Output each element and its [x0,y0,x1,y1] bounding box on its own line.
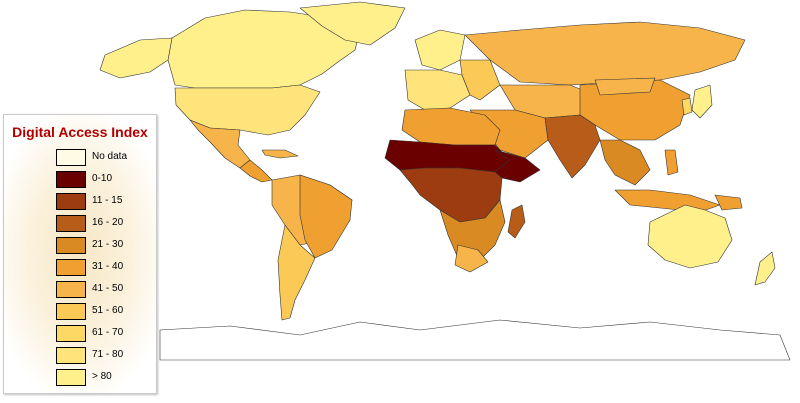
legend-swatch [56,281,86,298]
legend-swatch [56,237,86,254]
legend-item-label: 31 - 40 [92,261,124,272]
region-philippines [664,149,679,176]
legend-item: 16 - 20 [56,215,156,232]
region-south-america-south [277,224,316,321]
legend-item-label: 71 - 80 [92,349,124,360]
legend-swatch [56,303,86,320]
legend-swatch [56,369,86,386]
region-japan [691,84,713,119]
legend-item: 71 - 80 [56,347,156,364]
region-caribbean [261,149,299,159]
region-sahel [384,139,511,173]
legend-item: 11 - 15 [56,193,156,210]
region-alaska [99,37,173,79]
region-greenland [299,1,406,46]
region-australia [647,204,733,269]
region-indonesia [614,189,721,213]
legend-item-label: > 80 [92,371,112,382]
legend-item-label: 51 - 60 [92,305,124,316]
region-madagascar [507,204,526,239]
legend-title: Digital Access Index [12,124,148,140]
legend-swatch [56,149,86,166]
region-brazil [299,174,353,259]
region-south-africa [454,244,489,273]
legend-swatch [56,193,86,210]
region-antarctica [159,319,791,361]
legend-item: No data [56,149,156,166]
region-korea [681,97,693,116]
region-horn-of-africa [494,149,541,183]
legend-item: 61 - 70 [56,325,156,342]
legend-item: 31 - 40 [56,259,156,276]
region-south-asia [544,114,601,179]
legend-item-label: 16 - 20 [92,217,124,228]
legend-item-label: 41 - 50 [92,283,124,294]
legend-swatch [56,347,86,364]
legend-item: 21 - 30 [56,237,156,254]
legend-item-label: No data [92,151,128,162]
legend-item: > 80 [56,369,156,386]
legend-item: 41 - 50 [56,281,156,298]
region-southeast-asia [599,139,651,186]
region-southern-africa [439,199,506,263]
region-central-africa [399,167,503,223]
legend-item: 51 - 60 [56,303,156,320]
legend-item-label: 0-10 [92,173,113,184]
legend-swatch [56,171,86,188]
map-legend: Digital Access Index No data 0-10 11 - 15 1… [3,114,157,394]
region-western-europe [404,69,471,111]
region-new-zealand [754,251,776,286]
region-canada [167,9,361,89]
region-russia [464,21,746,86]
legend-item-label: 61 - 70 [92,327,124,338]
region-mongolia [594,77,656,96]
legend-item: 0-10 [56,171,156,188]
region-scandinavia [414,29,466,71]
legend-swatch [56,259,86,276]
legend-swatch [56,325,86,342]
region-papua [714,194,743,211]
legend-item-label: 11 - 15 [92,195,123,206]
legend-swatch [56,215,86,232]
legend-item-label: 21 - 30 [92,239,124,250]
